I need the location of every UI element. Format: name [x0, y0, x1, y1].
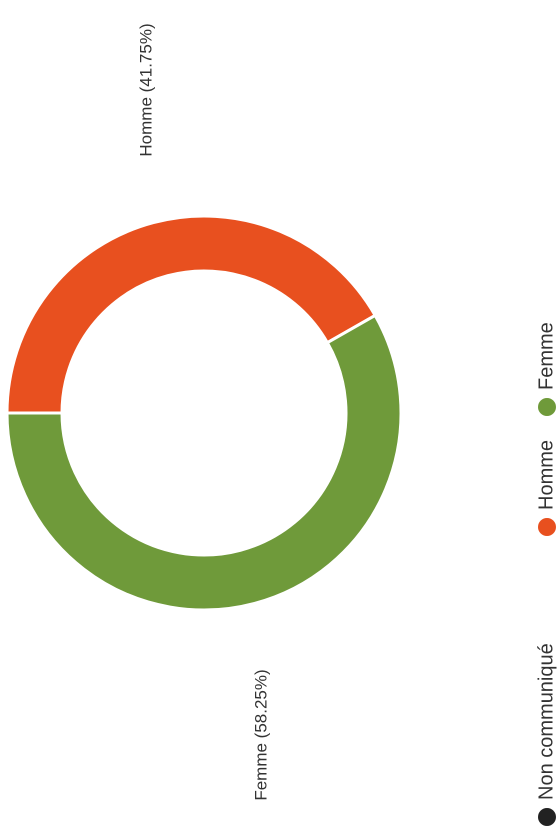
chart-legend: Non communiqué Homme Femme [535, 322, 557, 826]
legend-item-homme[interactable]: Homme [535, 440, 557, 536]
legend-item-femme[interactable]: Femme [535, 322, 557, 416]
legend-marker-femme [538, 398, 556, 416]
legend-marker-non-communique [538, 808, 556, 826]
legend-label-homme: Homme [535, 440, 557, 510]
donut-slice-homme[interactable] [5, 214, 378, 415]
legend-label-femme: Femme [535, 322, 557, 390]
data-label-femme: Femme (58.25%) [251, 669, 270, 800]
legend-marker-homme [538, 518, 556, 536]
legend-label-non-communique: Non communiqué [535, 643, 557, 800]
donut-slice-femme[interactable] [5, 313, 403, 612]
donut-slices [5, 214, 403, 612]
legend-item-non-communique[interactable]: Non communiqué [535, 643, 557, 826]
data-label-homme: Homme (41.75%) [136, 23, 155, 156]
